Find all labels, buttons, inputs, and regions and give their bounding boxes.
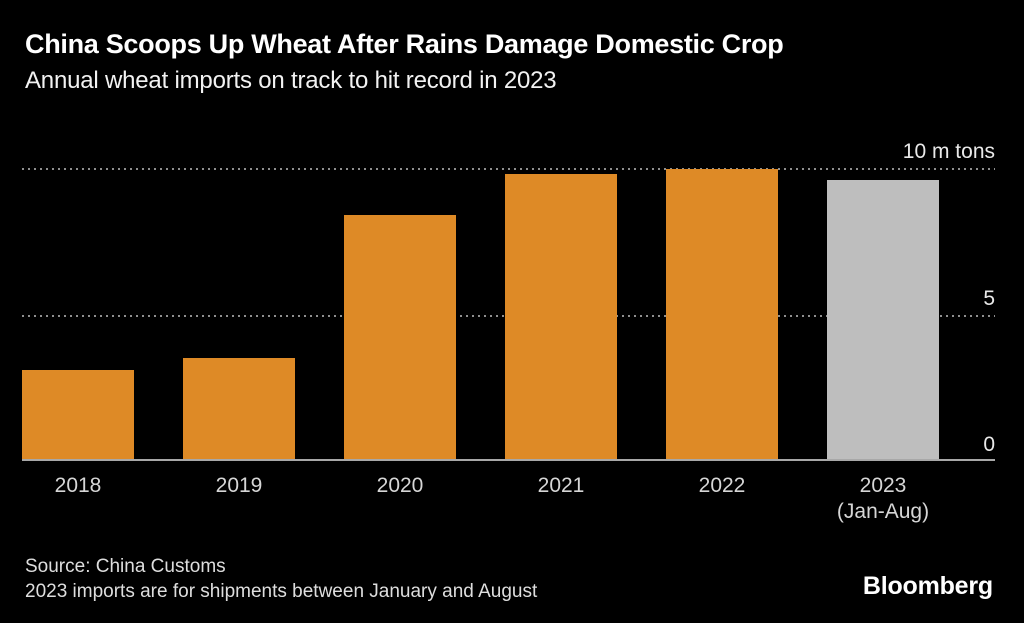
bar-2022 bbox=[666, 169, 778, 461]
gridline-0 bbox=[22, 459, 995, 461]
footer-notes: Source: China Customs 2023 imports are f… bbox=[25, 554, 537, 604]
x-tick-label-2018: 2018 bbox=[54, 474, 102, 497]
x-tick-label-2022: 2022 bbox=[698, 474, 746, 497]
chart-subtitle: Annual wheat imports on track to hit rec… bbox=[25, 67, 557, 94]
bar-2019 bbox=[183, 358, 295, 461]
footnote: 2023 imports are for shipments between J… bbox=[25, 581, 538, 602]
y-tick-label-5: 5 bbox=[983, 286, 995, 310]
x-tick-label-2019: 2019 bbox=[215, 474, 263, 497]
chart-title: China Scoops Up Wheat After Rains Damage… bbox=[25, 29, 784, 59]
bar-2020 bbox=[344, 214, 456, 461]
source-note: Source: China Customs bbox=[25, 556, 226, 577]
bar-2021 bbox=[505, 173, 617, 461]
y-tick-label-0: 0 bbox=[983, 433, 995, 456]
x-tick-label-2021: 2021 bbox=[537, 474, 585, 497]
bar-2018 bbox=[22, 370, 134, 461]
y-tick-label-10: 10 m tons bbox=[902, 140, 995, 163]
bloomberg-logo: Bloomberg bbox=[862, 572, 993, 600]
bar-2023 bbox=[827, 179, 939, 461]
x-tick-label-2020: 2020 bbox=[376, 474, 424, 497]
gridline-10 bbox=[22, 168, 995, 170]
plot-area: 10 m tons 5 0 2018 2019 2020 2021 2022 2023 (Jan… bbox=[22, 140, 995, 523]
x-tick-label-2023: 2023 (Jan-Aug) bbox=[836, 474, 930, 523]
